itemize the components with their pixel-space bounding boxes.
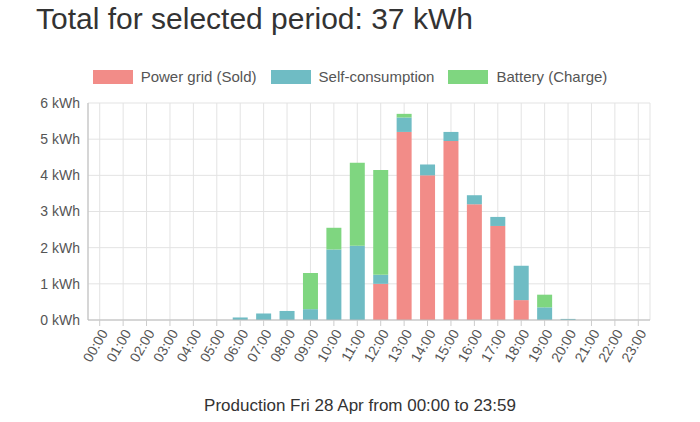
svg-text:14:00: 14:00 (407, 326, 439, 365)
svg-text:19:00: 19:00 (524, 326, 556, 365)
svg-text:3 kWh: 3 kWh (40, 203, 80, 219)
svg-text:22:00: 22:00 (594, 326, 627, 365)
html-text:Power grid (Sold): Power grid (Sold) (140, 68, 257, 85)
svg-text:12:00: 12:00 (360, 326, 392, 365)
svg-text:20:00: 20:00 (547, 326, 580, 365)
svg-text:1 kWh: 1 kWh (40, 276, 80, 292)
html-text:Self-consumption: Self-consumption (318, 68, 435, 85)
svg-text:13:00: 13:00 (384, 326, 416, 365)
svg-text:5 kWh: 5 kWh (40, 131, 80, 147)
svg-text:4 kWh: 4 kWh (40, 167, 80, 183)
html-text:Total for selected period: 37: Total for selected period: 37 kWh (36, 2, 473, 35)
svg-text:09:00: 09:00 (290, 326, 322, 365)
svg-text:03:00: 03:00 (149, 326, 182, 365)
html-text:Production Fri 28 Apr from 00:: Production Fri 28 Apr from 00:00 to 23:5… (204, 396, 516, 415)
svg-text:07:00: 07:00 (243, 326, 275, 365)
svg-text:06:00: 06:00 (220, 326, 252, 365)
svg-text:05:00: 05:00 (196, 326, 228, 365)
svg-text:01:00: 01:00 (103, 326, 135, 365)
html-text:Battery (Charge): Battery (Charge) (496, 68, 608, 85)
svg-text:02:00: 02:00 (126, 326, 158, 365)
svg-text:17:00: 17:00 (477, 326, 509, 365)
svg-text:2 kWh: 2 kWh (40, 240, 80, 256)
svg-text:10:00: 10:00 (314, 326, 345, 365)
svg-text:23:00: 23:00 (618, 326, 649, 365)
svg-text:15:00: 15:00 (430, 326, 463, 365)
svg-text:0 kWh: 0 kWh (40, 312, 80, 328)
svg-text:6 kWh: 6 kWh (40, 95, 80, 111)
svg-text:04:00: 04:00 (173, 326, 205, 365)
svg-text:16:00: 16:00 (454, 326, 486, 365)
svg-text:11:00: 11:00 (337, 326, 369, 364)
svg-text:18:00: 18:00 (501, 326, 533, 365)
svg-text:00:00: 00:00 (79, 326, 111, 365)
svg-text:21:00: 21:00 (571, 326, 603, 365)
svg-text:08:00: 08:00 (266, 326, 299, 365)
